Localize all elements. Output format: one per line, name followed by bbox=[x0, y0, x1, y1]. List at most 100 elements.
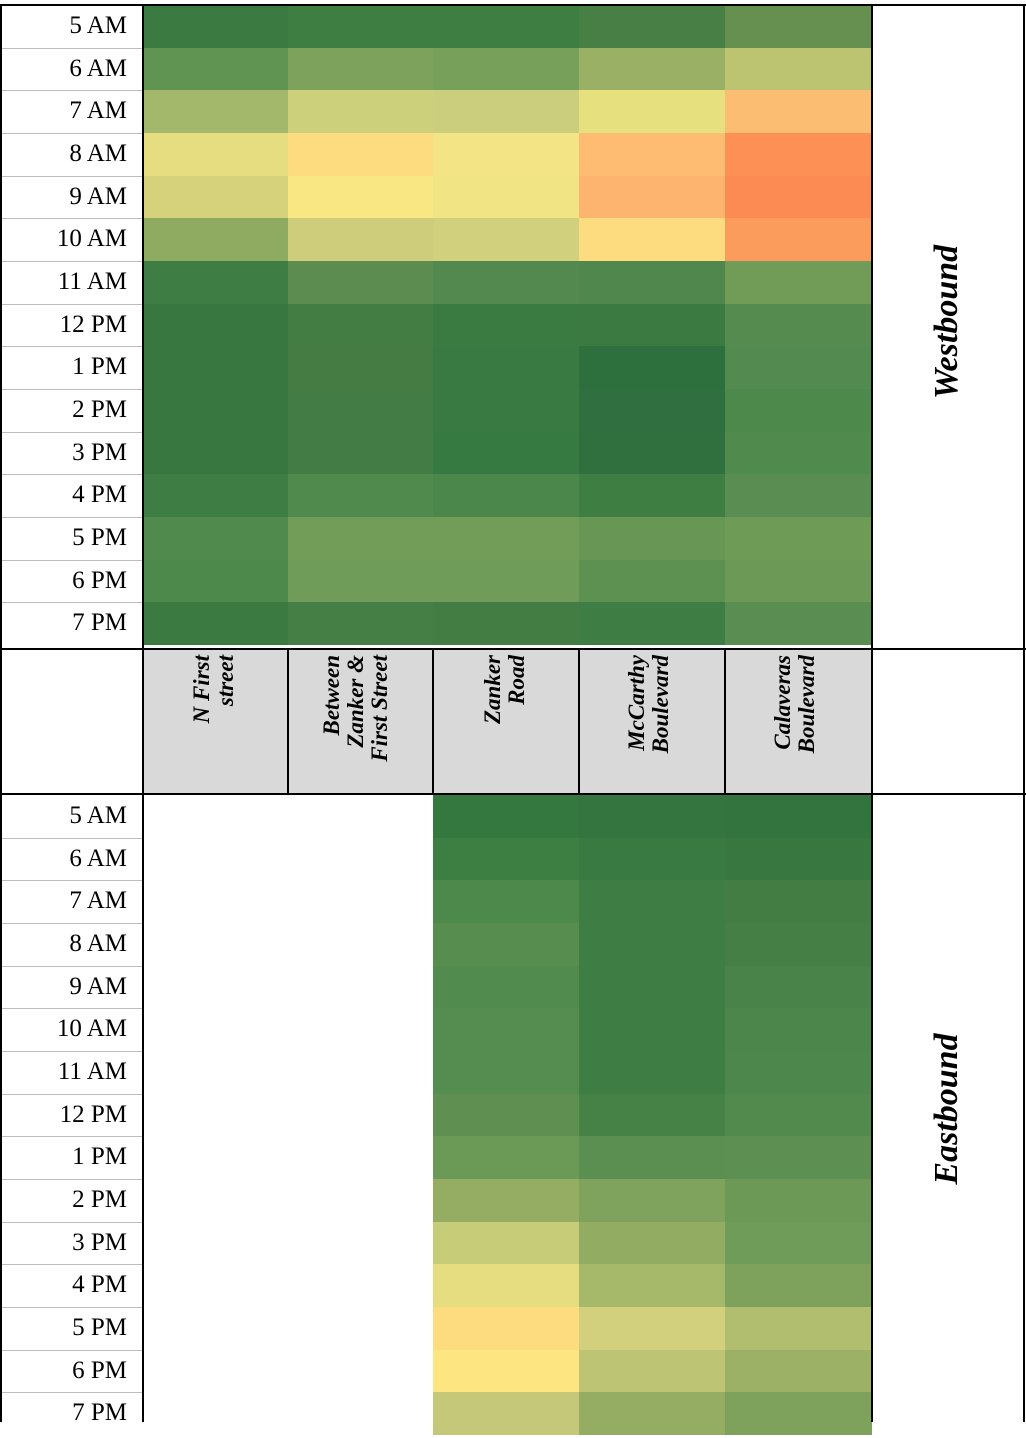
heatmap-cell-westbound-6-pm-between-zanker-first-street bbox=[288, 560, 433, 602]
heatmap-cell-westbound-1-pm-zanker-road bbox=[433, 346, 579, 389]
header-top-border bbox=[0, 648, 1026, 650]
row-label-eastbound-5-am: 5 AM bbox=[69, 802, 127, 829]
row-separator bbox=[0, 517, 143, 518]
heatmap-cell-westbound-6-am-between-zanker-first-street bbox=[288, 48, 433, 90]
heatmap-cell-westbound-10-am-calaveras-boulevard bbox=[725, 218, 872, 261]
heatmap-cell-westbound-8-am-n-first-street bbox=[143, 133, 288, 176]
header-column-divider-2 bbox=[432, 649, 434, 794]
heatmap-cell-westbound-5-pm-n-first-street bbox=[143, 517, 288, 560]
header-column-divider-3 bbox=[578, 649, 580, 794]
heatmap-cell-westbound-6-pm-n-first-street bbox=[143, 560, 288, 602]
row-label-westbound-5-am: 5 AM bbox=[69, 12, 127, 39]
heatmap-cell-eastbound-7-pm-zanker-road bbox=[433, 1392, 579, 1435]
row-separator bbox=[0, 432, 143, 433]
heatmap-cell-eastbound-11-am-zanker-road bbox=[433, 1051, 579, 1094]
heatmap-cell-eastbound-9-am-zanker-road bbox=[433, 966, 579, 1008]
row-label-westbound-3-pm: 3 PM bbox=[72, 438, 127, 466]
heatmap-cell-eastbound-9-am-calaveras-boulevard bbox=[725, 966, 872, 1008]
heatmap-cell-eastbound-6-pm-zanker-road bbox=[433, 1350, 579, 1392]
row-separator bbox=[0, 1392, 143, 1393]
row-label-eastbound-9-am: 9 AM bbox=[69, 972, 127, 1000]
column-label-zanker-road: Zanker Road bbox=[480, 655, 529, 724]
row-separator bbox=[0, 1222, 143, 1223]
heatmap-cell-westbound-11-am-mccarthy-boulevard bbox=[579, 261, 725, 304]
row-separator bbox=[0, 1094, 143, 1095]
row-separator bbox=[0, 90, 143, 91]
heatmap-cell-westbound-7-am-n-first-street bbox=[143, 90, 288, 133]
row-label-eastbound-7-am: 7 AM bbox=[69, 887, 127, 915]
heatmap-cell-westbound-10-am-zanker-road bbox=[433, 218, 579, 261]
row-label-westbound-4-pm: 4 PM bbox=[72, 481, 127, 509]
heatmap-cell-eastbound-1-pm-zanker-road bbox=[433, 1136, 579, 1179]
heatmap-cell-westbound-6-am-n-first-street bbox=[143, 48, 288, 90]
column-header-background bbox=[143, 649, 872, 794]
row-label-westbound-5-pm: 5 PM bbox=[72, 524, 127, 552]
plot-left-border bbox=[142, 4, 144, 1422]
heatmap-cell-westbound-9-am-n-first-street bbox=[143, 176, 288, 218]
row-separator bbox=[0, 1051, 143, 1052]
heatmap-cell-westbound-3-pm-mccarthy-boulevard bbox=[579, 432, 725, 474]
heatmap-cell-westbound-11-am-calaveras-boulevard bbox=[725, 261, 872, 304]
row-label-westbound-2-pm: 2 PM bbox=[72, 396, 127, 424]
column-label-calaveras-boulevard: Calaveras Boulevard bbox=[770, 655, 819, 754]
row-label-eastbound-8-am: 8 AM bbox=[69, 930, 127, 957]
heatmap-cell-westbound-6-am-mccarthy-boulevard bbox=[579, 48, 725, 90]
row-label-eastbound-12-pm: 12 PM bbox=[59, 1100, 127, 1128]
column-label-between-zanker-first: Between Zanker & First Street bbox=[319, 655, 392, 762]
row-label-eastbound-6-am: 6 AM bbox=[69, 844, 127, 872]
heatmap-cell-eastbound-7-am-zanker-road bbox=[433, 880, 579, 923]
heatmap-cell-westbound-8-am-calaveras-boulevard bbox=[725, 133, 872, 176]
heatmap-cell-westbound-7-pm-calaveras-boulevard bbox=[725, 602, 872, 645]
row-separator bbox=[0, 1264, 143, 1265]
heatmap-cell-eastbound-12-pm-mccarthy-boulevard bbox=[579, 1094, 725, 1136]
heatmap-cell-westbound-1-pm-calaveras-boulevard bbox=[725, 346, 872, 389]
heatmap-cell-eastbound-7-am-mccarthy-boulevard bbox=[579, 880, 725, 923]
heatmap-cell-eastbound-4-pm-mccarthy-boulevard bbox=[579, 1264, 725, 1307]
left-border bbox=[0, 4, 2, 1422]
heatmap-cell-westbound-11-am-between-zanker-first-street bbox=[288, 261, 433, 304]
heatmap-cell-eastbound-11-am-calaveras-boulevard bbox=[725, 1051, 872, 1094]
row-label-eastbound-2-pm: 2 PM bbox=[72, 1186, 127, 1214]
right-border bbox=[1023, 4, 1025, 1422]
row-separator bbox=[0, 838, 143, 839]
heatmap-cell-westbound-3-pm-calaveras-boulevard bbox=[725, 432, 872, 474]
heatmap-cell-eastbound-6-pm-calaveras-boulevard bbox=[725, 1350, 872, 1392]
heatmap-cell-westbound-6-pm-zanker-road bbox=[433, 560, 579, 602]
row-label-westbound-6-pm: 6 PM bbox=[72, 566, 127, 594]
heatmap-cell-westbound-1-pm-mccarthy-boulevard bbox=[579, 346, 725, 389]
heatmap-cell-westbound-7-am-between-zanker-first-street bbox=[288, 90, 433, 133]
row-label-eastbound-11-am: 11 AM bbox=[57, 1058, 127, 1086]
heatmap-cell-eastbound-4-pm-calaveras-boulevard bbox=[725, 1264, 872, 1307]
heatmap-cell-westbound-8-am-mccarthy-boulevard bbox=[579, 133, 725, 176]
heatmap-cell-westbound-10-am-mccarthy-boulevard bbox=[579, 218, 725, 261]
heatmap-cell-westbound-9-am-zanker-road bbox=[433, 176, 579, 218]
heatmap-cell-westbound-2-pm-calaveras-boulevard bbox=[725, 389, 872, 432]
heatmap-cell-eastbound-12-pm-zanker-road bbox=[433, 1094, 579, 1136]
heatmap-cell-eastbound-6-pm-mccarthy-boulevard bbox=[579, 1350, 725, 1392]
heatmap-cell-westbound-2-pm-zanker-road bbox=[433, 389, 579, 432]
heatmap-cell-eastbound-3-pm-calaveras-boulevard bbox=[725, 1222, 872, 1264]
direction-column-border bbox=[871, 4, 873, 1422]
heatmap-cell-eastbound-5-pm-calaveras-boulevard bbox=[725, 1307, 872, 1350]
heatmap-cell-westbound-7-pm-between-zanker-first-street bbox=[288, 602, 433, 645]
heatmap-cell-eastbound-10-am-mccarthy-boulevard bbox=[579, 1008, 725, 1051]
heatmap-cell-westbound-5-am-between-zanker-first-street bbox=[288, 5, 433, 48]
row-separator bbox=[0, 389, 143, 390]
heatmap-cell-westbound-1-pm-n-first-street bbox=[143, 346, 288, 389]
heatmap-cell-eastbound-12-pm-calaveras-boulevard bbox=[725, 1094, 872, 1136]
row-separator bbox=[0, 1136, 143, 1137]
heatmap-cell-eastbound-5-am-zanker-road bbox=[433, 795, 579, 838]
row-label-eastbound-7-pm: 7 PM bbox=[72, 1399, 127, 1427]
heatmap-cell-eastbound-3-pm-mccarthy-boulevard bbox=[579, 1222, 725, 1264]
heatmap-cell-eastbound-8-am-calaveras-boulevard bbox=[725, 923, 872, 966]
heatmap-cell-eastbound-6-am-calaveras-boulevard bbox=[725, 838, 872, 880]
row-separator bbox=[0, 218, 143, 219]
heatmap-cell-westbound-3-pm-n-first-street bbox=[143, 432, 288, 474]
heatmap-cell-eastbound-2-pm-zanker-road bbox=[433, 1179, 579, 1222]
heatmap-cell-westbound-6-am-zanker-road bbox=[433, 48, 579, 90]
heatmap-cell-eastbound-9-am-mccarthy-boulevard bbox=[579, 966, 725, 1008]
heatmap-cell-westbound-2-pm-between-zanker-first-street bbox=[288, 389, 433, 432]
heatmap-cell-westbound-8-am-between-zanker-first-street bbox=[288, 133, 433, 176]
direction-label-westbound: Westbound bbox=[928, 244, 965, 400]
heatmap-cell-eastbound-8-am-zanker-road bbox=[433, 923, 579, 966]
